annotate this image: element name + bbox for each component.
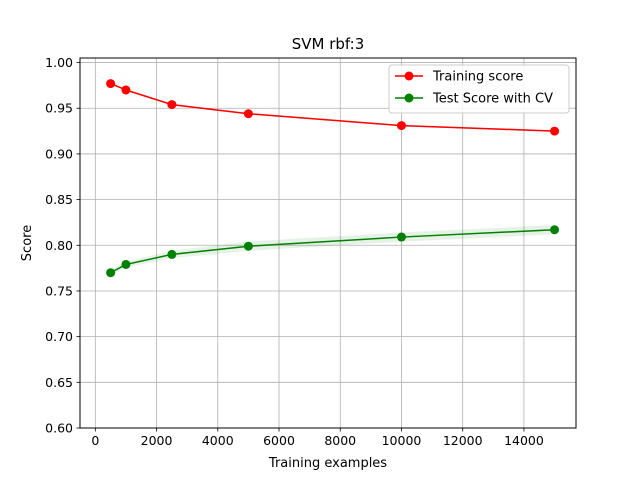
y-tick-label: 0.65 xyxy=(45,375,73,390)
legend: Training score Test Score with CV xyxy=(388,64,570,114)
x-tick-label: 8000 xyxy=(324,433,356,448)
training-score-point xyxy=(243,109,253,119)
x-tick-label: 6000 xyxy=(263,433,295,448)
legend-label-test: Test Score with CV xyxy=(432,92,553,107)
x-tick-label: 10000 xyxy=(382,433,422,448)
test-score-band xyxy=(110,225,555,276)
x-axis-label: Training examples xyxy=(268,456,387,471)
y-tick-label: 0.95 xyxy=(45,101,73,116)
x-tick-label: 14000 xyxy=(504,433,544,448)
test-score-point xyxy=(121,259,131,269)
x-axis: 0 2000 4000 6000 8000 10000 12000 14000 xyxy=(91,428,544,448)
y-tick-label: 1.00 xyxy=(45,55,73,70)
y-axis-label: Score xyxy=(20,225,35,261)
training-score-point xyxy=(106,79,116,89)
y-tick-label: 0.70 xyxy=(45,329,73,344)
line-layer xyxy=(106,79,560,278)
test-score-point xyxy=(106,268,116,278)
legend-marker-training xyxy=(404,71,414,81)
x-tick-label: 4000 xyxy=(202,433,234,448)
y-tick-label: 0.80 xyxy=(45,238,73,253)
chart-title: SVM rbf:3 xyxy=(292,35,365,53)
x-tick-label: 0 xyxy=(91,433,99,448)
y-tick-label: 0.90 xyxy=(45,146,73,161)
test-score-point xyxy=(167,249,177,259)
test-score-point xyxy=(396,232,406,242)
training-score-point xyxy=(396,121,406,131)
training-score-point xyxy=(550,126,560,136)
test-score-point xyxy=(243,241,253,251)
y-tick-label: 0.60 xyxy=(45,421,73,436)
legend-label-training: Training score xyxy=(432,70,523,85)
y-tick-label: 0.75 xyxy=(45,283,73,298)
x-tick-label: 2000 xyxy=(141,433,173,448)
test-score-point xyxy=(550,225,560,235)
y-axis: 0.60 0.65 0.70 0.75 0.80 0.85 0.90 0.95 1.00 xyxy=(45,55,80,436)
y-tick-label: 0.85 xyxy=(45,192,73,207)
x-tick-label: 12000 xyxy=(443,433,483,448)
training-score-point xyxy=(167,100,177,110)
plot-frame xyxy=(79,57,577,429)
training-score-point xyxy=(121,85,131,95)
legend-box xyxy=(388,64,570,114)
legend-marker-test xyxy=(404,93,414,103)
